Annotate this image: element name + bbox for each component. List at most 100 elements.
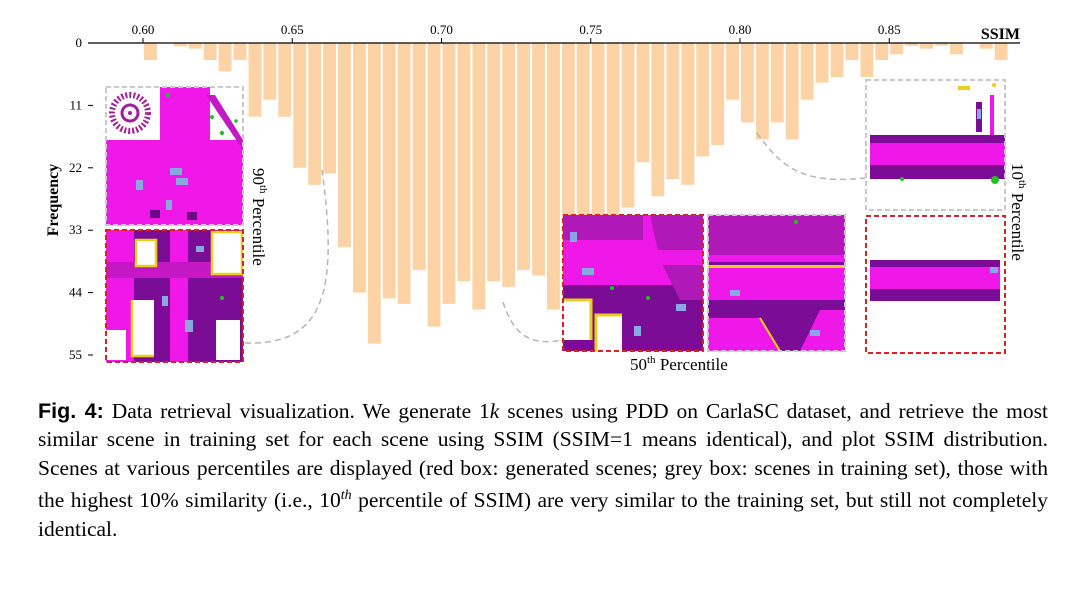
caption-k-variable: k	[489, 399, 500, 423]
histogram-bar	[278, 43, 292, 117]
caption-text-part3: percentile of SSIM) are very similar to …	[38, 488, 1048, 541]
histogram-bar	[218, 43, 232, 72]
label-90th-base: 90	[249, 168, 268, 185]
histogram-bar	[532, 43, 545, 276]
y-tick-label: 22	[69, 160, 82, 175]
scene-10th-training-box	[865, 79, 1006, 211]
histogram-bar	[427, 43, 441, 327]
histogram-bar	[636, 43, 650, 163]
label-10th-sup: th	[1016, 180, 1028, 189]
histogram-bar	[920, 43, 933, 49]
scene-50th-training	[708, 215, 845, 351]
histogram-bar	[681, 43, 695, 185]
histogram-bar	[696, 43, 710, 157]
histogram-bar	[353, 43, 366, 293]
label-10th-base: 10	[1008, 163, 1027, 180]
scene-10th-generated	[866, 216, 1005, 353]
scene-90th-generated	[106, 230, 243, 362]
scene-90th-training-box	[105, 86, 244, 226]
histogram-bar	[487, 43, 501, 282]
histogram-bar	[875, 43, 889, 60]
histogram-bar	[845, 43, 859, 60]
x-ticks: 0.60 0.65 0.70 0.75 0.80 0.85	[132, 22, 901, 43]
x-tick-label: 0.65	[281, 22, 304, 37]
histogram-bar	[442, 43, 456, 304]
scene-90th-generated-box	[105, 229, 244, 363]
y-tick-label: 44	[69, 285, 83, 300]
y-ticks: 0 11 22 33 44 55	[69, 35, 93, 362]
histogram-bar	[188, 43, 202, 49]
histogram-bar	[457, 43, 471, 282]
histogram-bar	[935, 43, 948, 46]
histogram-bars	[144, 43, 1008, 344]
caption-label: Fig. 4:	[38, 399, 104, 423]
histogram-bar	[502, 43, 516, 287]
label-90th-sup: th	[257, 185, 269, 194]
histogram-bar	[517, 43, 530, 270]
scene-90th-training	[106, 87, 243, 225]
connector-50th	[502, 301, 563, 343]
histogram-bar	[308, 43, 322, 185]
histogram-bar	[338, 43, 351, 248]
histogram-bar	[950, 43, 963, 55]
connector-10th	[756, 132, 866, 181]
ssim-histogram: 0.60 0.65 0.70 0.75 0.80 0.85 0 11 22 33 44 55 SSI…	[45, 22, 1028, 374]
scene-50th-generated	[563, 215, 703, 351]
histogram-bar	[726, 43, 739, 100]
x-tick-label: 0.60	[132, 22, 155, 37]
histogram-bar	[666, 43, 680, 180]
histogram-bar	[800, 43, 814, 100]
histogram-bar	[576, 43, 590, 259]
scene-10th-training	[866, 80, 1005, 210]
histogram-bar	[547, 43, 560, 310]
y-tick-label: 0	[76, 35, 83, 50]
x-tick-label: 0.75	[579, 22, 602, 37]
histogram-bar	[815, 43, 829, 83]
histogram-bar	[382, 43, 396, 299]
histogram-bar	[606, 43, 620, 225]
histogram-bar	[203, 43, 217, 60]
histogram-bar	[323, 43, 336, 174]
label-90th-percentile: 90th Percentile	[249, 168, 269, 266]
scene-50th-training-box	[707, 214, 846, 352]
label-50th-sup: th	[647, 354, 656, 366]
histogram-bar	[412, 43, 426, 270]
x-tick-label: 0.85	[878, 22, 901, 37]
label-50th-percentile: 50th Percentile	[630, 354, 728, 374]
label-10th-word: Percentile	[1008, 193, 1027, 261]
y-axis-label: Frequency	[45, 164, 62, 237]
histogram-bar	[905, 43, 919, 46]
histogram-bar	[248, 43, 262, 117]
label-50th-base: 50	[630, 355, 647, 374]
histogram-bar	[994, 43, 1008, 60]
caption-text-part1: Data retrieval visualization. We generat…	[111, 399, 490, 423]
histogram-bar	[173, 43, 187, 47]
figure-caption: Fig. 4: Data retrieval visualization. We…	[38, 397, 1048, 543]
x-tick-label: 0.80	[729, 22, 752, 37]
histogram-bar	[741, 43, 754, 123]
histogram-bar	[263, 43, 277, 100]
histogram-bar	[785, 43, 799, 140]
y-tick-label: 11	[69, 97, 82, 112]
histogram-bar	[293, 43, 307, 168]
y-tick-label: 55	[69, 347, 82, 362]
histogram-bar	[830, 43, 844, 77]
histogram-bar	[770, 43, 784, 123]
histogram-bar	[979, 43, 993, 49]
histogram-bar	[367, 43, 381, 344]
label-10th-percentile: 10th Percentile	[1008, 163, 1028, 261]
histogram-bar	[144, 43, 157, 60]
figure: 0.60 0.65 0.70 0.75 0.80 0.85 0 11 22 33 44 55 SSI…	[45, 22, 1028, 374]
y-tick-label: 33	[69, 222, 82, 237]
caption-th-superscript: th	[340, 488, 352, 504]
histogram-bar	[621, 43, 635, 208]
x-tick-label: 0.70	[430, 22, 453, 37]
caption-text-part2: scenes using PDD on CarlaSC dataset, and…	[38, 399, 1048, 513]
histogram-bar	[890, 43, 904, 55]
histogram-bar	[472, 43, 486, 310]
x-axis-label: SSIM	[981, 26, 1020, 43]
scene-50th-generated-box	[562, 214, 704, 352]
label-50th-word: Percentile	[660, 355, 728, 374]
histogram-bar	[591, 43, 605, 253]
label-90th-word: Percentile	[249, 198, 268, 266]
